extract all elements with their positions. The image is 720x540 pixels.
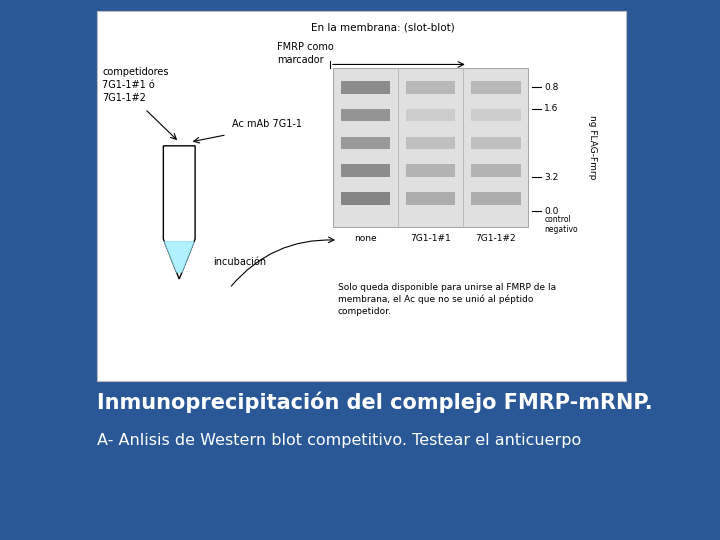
Bar xyxy=(406,137,455,149)
Bar xyxy=(406,164,455,177)
Text: 7G1-1#2: 7G1-1#2 xyxy=(475,234,516,243)
Bar xyxy=(341,164,390,177)
Text: Inmunoprecipitación del complejo FMRP-mRNP.: Inmunoprecipitación del complejo FMRP-mR… xyxy=(97,392,653,413)
Bar xyxy=(341,109,390,122)
Text: A- Anlisis de Western blot competitivo. Testear el anticuerpo: A- Anlisis de Western blot competitivo. … xyxy=(97,433,582,448)
PathPatch shape xyxy=(163,146,195,279)
Text: FMRP como
marcador: FMRP como marcador xyxy=(277,42,334,65)
Text: 7G1-1#1: 7G1-1#1 xyxy=(410,234,451,243)
Bar xyxy=(471,109,521,122)
Text: 3.2: 3.2 xyxy=(544,173,559,181)
Text: incubación: incubación xyxy=(214,258,266,267)
Bar xyxy=(406,109,455,122)
Text: control
negativo: control negativo xyxy=(544,214,578,234)
FancyBboxPatch shape xyxy=(97,11,626,381)
Bar xyxy=(471,81,521,93)
Text: competidores
7G1-1#1 ó
7G1-1#2: competidores 7G1-1#1 ó 7G1-1#2 xyxy=(102,67,169,103)
Bar xyxy=(341,81,390,93)
Bar xyxy=(471,164,521,177)
Text: En la membrana: (slot-blot): En la membrana: (slot-blot) xyxy=(311,23,455,32)
Bar xyxy=(471,192,521,205)
Text: Ac mAb 7G1-1: Ac mAb 7G1-1 xyxy=(232,119,302,129)
Text: 0.8: 0.8 xyxy=(544,83,559,92)
Text: 0.0: 0.0 xyxy=(544,207,559,216)
PathPatch shape xyxy=(164,242,194,272)
Text: Solo queda disponible para unirse al FMRP de la
membrana, el Ac que no se unió a: Solo queda disponible para unirse al FMR… xyxy=(338,282,556,316)
Text: ng FLAG-Fmrp: ng FLAG-Fmrp xyxy=(588,116,596,180)
Bar xyxy=(341,192,390,205)
Text: 1.6: 1.6 xyxy=(544,104,559,113)
Bar xyxy=(406,192,455,205)
Bar xyxy=(406,81,455,93)
Text: none: none xyxy=(354,234,377,243)
Bar xyxy=(341,137,390,149)
Bar xyxy=(333,68,528,227)
Bar xyxy=(471,137,521,149)
